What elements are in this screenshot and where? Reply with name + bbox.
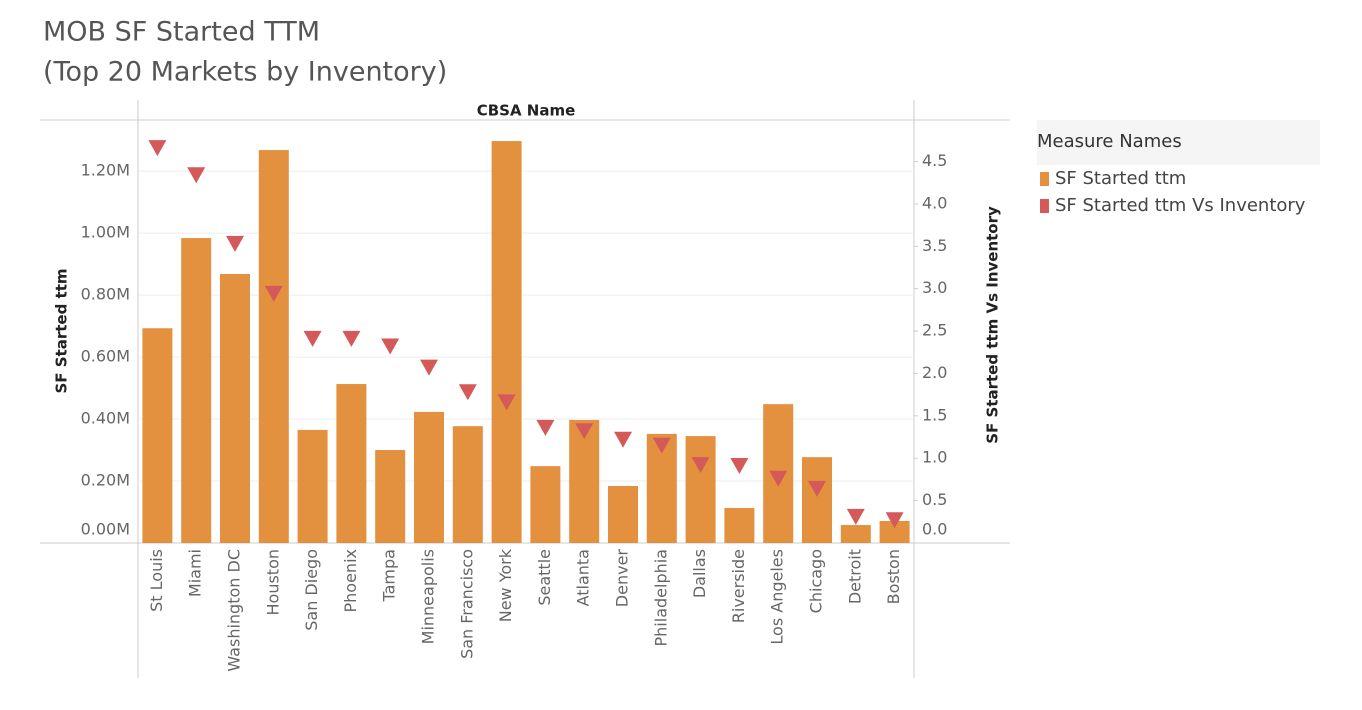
marker — [846, 508, 865, 525]
bar — [220, 274, 250, 543]
y-tick-label: 0.80M — [81, 285, 130, 304]
x-tick-label: St Louis — [147, 549, 166, 612]
x-tick-label: New York — [496, 548, 515, 622]
x-tick-label: Chicago — [807, 549, 826, 613]
marker — [769, 470, 788, 487]
x-axis-title: CBSA Name — [477, 102, 576, 120]
bar — [375, 450, 406, 543]
x-tick-label: Miami — [186, 549, 205, 597]
marker — [691, 457, 710, 474]
y2-tick-label: 0.5 — [922, 490, 947, 509]
y2-tick-label: 3.0 — [922, 278, 947, 297]
marker — [808, 480, 826, 497]
legend-label: SF Started ttm Vs Inventory — [1055, 195, 1306, 216]
y-tick-label: 1.20M — [81, 161, 130, 180]
marker — [342, 330, 361, 347]
marker — [303, 330, 322, 347]
marker — [264, 285, 283, 302]
x-tick-label: Atlanta — [574, 549, 593, 606]
marker — [885, 512, 904, 529]
x-tick-label: Dallas — [690, 549, 709, 598]
legend-title: Measure Names — [1037, 131, 1182, 152]
x-tick-label: Tampa — [380, 549, 399, 602]
bar — [142, 328, 173, 543]
y-tick-label: 0.40M — [81, 409, 130, 428]
x-tick-label: Phoenix — [341, 549, 360, 612]
y2-tick-label: 3.5 — [922, 236, 947, 255]
x-tick-label: Washington DC — [225, 549, 244, 672]
x-tick-label: Detroit — [845, 549, 864, 604]
y2-axis-title: SF Started ttm Vs Inventory — [984, 206, 1002, 444]
marker — [730, 458, 749, 475]
y-axis-title: SF Started ttm — [53, 268, 71, 393]
bar — [181, 238, 212, 544]
y2-tick-label: 4.5 — [922, 151, 947, 170]
legend-swatch — [1040, 172, 1049, 186]
y2-tick-label: 1.5 — [922, 405, 947, 424]
marker — [420, 359, 438, 376]
bar — [258, 150, 289, 544]
x-tick-label: Los Angeles — [768, 549, 787, 645]
x-tick-label: Philadelphia — [651, 549, 670, 646]
x-tick-label: Denver — [613, 549, 632, 608]
y-tick-label: 1.00M — [81, 223, 130, 242]
marker — [187, 167, 206, 184]
bar — [297, 429, 328, 543]
x-tick-label: Minneapolis — [419, 549, 438, 644]
bar — [840, 525, 871, 543]
bar — [608, 485, 638, 543]
x-tick-label: Seattle — [535, 549, 554, 606]
marker — [652, 437, 671, 454]
y2-tick-label: 1.0 — [922, 448, 947, 467]
legend-swatch — [1040, 199, 1049, 213]
x-tick-label: Riverside — [729, 549, 748, 623]
marker — [575, 423, 594, 440]
marker — [458, 384, 477, 401]
bar — [724, 507, 755, 543]
bar — [414, 411, 444, 543]
y2-tick-label: 4.0 — [922, 193, 947, 212]
legend-header — [1037, 120, 1320, 165]
y2-tick-label: 2.0 — [922, 363, 947, 382]
bar — [530, 466, 561, 543]
marker — [381, 338, 400, 355]
y2-tick-label: 0.0 — [922, 520, 947, 539]
legend-label: SF Started ttm — [1055, 168, 1186, 189]
x-tick-label: Houston — [263, 549, 282, 616]
x-tick-label: San Francisco — [457, 549, 476, 659]
bar — [802, 457, 832, 543]
y-tick-label: 0.00M — [81, 520, 130, 539]
y2-tick-label: 2.5 — [922, 321, 947, 340]
chart-title: MOB SF Started TTM — [43, 17, 320, 48]
bar — [879, 520, 910, 543]
y-tick-label: 0.60M — [81, 347, 130, 366]
x-tick-label: San Diego — [302, 549, 321, 631]
marker — [497, 394, 516, 411]
bar — [336, 384, 367, 543]
marker — [614, 431, 632, 448]
chart-subtitle: (Top 20 Markets by Inventory) — [43, 57, 447, 88]
bar — [685, 436, 716, 543]
bar — [452, 426, 483, 543]
bar — [569, 419, 600, 543]
y-tick-label: 0.20M — [81, 471, 130, 490]
marker — [226, 235, 244, 252]
marker — [536, 419, 555, 436]
marker — [148, 140, 167, 157]
bar — [491, 141, 522, 544]
x-tick-label: Boston — [884, 549, 903, 604]
